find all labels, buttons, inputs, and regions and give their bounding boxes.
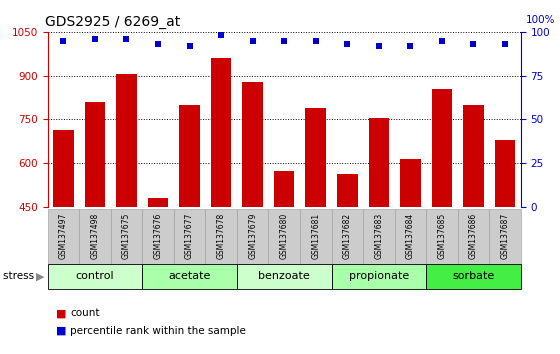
Text: GSM137687: GSM137687	[501, 213, 510, 259]
Point	[217, 33, 226, 38]
Text: GSM137675: GSM137675	[122, 213, 131, 259]
Text: ■: ■	[56, 308, 67, 318]
Text: GSM137680: GSM137680	[279, 213, 289, 259]
Bar	[432, 89, 452, 207]
Bar	[400, 159, 421, 207]
Bar	[306, 108, 326, 207]
Bar	[337, 173, 357, 207]
Bar	[242, 81, 263, 207]
Bar	[495, 140, 515, 207]
Bar	[85, 102, 105, 207]
Text: GSM137497: GSM137497	[59, 213, 68, 259]
Bar	[148, 198, 168, 207]
Point	[248, 38, 257, 44]
Bar	[463, 105, 484, 207]
Text: ▶: ▶	[36, 272, 45, 281]
Text: GSM137683: GSM137683	[374, 213, 384, 259]
Text: GSM137679: GSM137679	[248, 213, 257, 259]
Text: sorbate: sorbate	[452, 272, 494, 281]
Text: stress: stress	[3, 272, 37, 281]
Text: count: count	[70, 308, 100, 318]
Bar	[179, 105, 200, 207]
Text: GSM137677: GSM137677	[185, 213, 194, 259]
Text: GSM137685: GSM137685	[437, 213, 446, 259]
Text: GSM137682: GSM137682	[343, 213, 352, 259]
Text: GSM137676: GSM137676	[153, 213, 162, 259]
Text: GSM137681: GSM137681	[311, 213, 320, 259]
Text: GSM137678: GSM137678	[217, 213, 226, 259]
Text: GSM137684: GSM137684	[406, 213, 415, 259]
Bar	[211, 58, 231, 207]
Point	[406, 43, 415, 49]
Text: control: control	[76, 272, 114, 281]
Text: benzoate: benzoate	[258, 272, 310, 281]
Text: ■: ■	[56, 326, 67, 336]
Point	[153, 41, 162, 47]
Point	[90, 36, 100, 42]
Text: GSM137498: GSM137498	[90, 213, 100, 259]
Point	[469, 41, 478, 47]
Bar	[53, 130, 73, 207]
Point	[343, 41, 352, 47]
Bar	[116, 74, 137, 207]
Point	[59, 38, 68, 44]
Point	[122, 36, 131, 42]
Point	[437, 38, 446, 44]
Text: percentile rank within the sample: percentile rank within the sample	[70, 326, 246, 336]
Text: propionate: propionate	[349, 272, 409, 281]
Point	[279, 38, 289, 44]
Text: GSM137686: GSM137686	[469, 213, 478, 259]
Text: GDS2925 / 6269_at: GDS2925 / 6269_at	[45, 16, 180, 29]
Point	[311, 38, 320, 44]
Point	[374, 43, 383, 49]
Text: 100%: 100%	[525, 15, 555, 25]
Bar	[368, 118, 389, 207]
Point	[501, 41, 510, 47]
Bar	[274, 171, 295, 207]
Text: acetate: acetate	[169, 272, 211, 281]
Point	[185, 43, 194, 49]
